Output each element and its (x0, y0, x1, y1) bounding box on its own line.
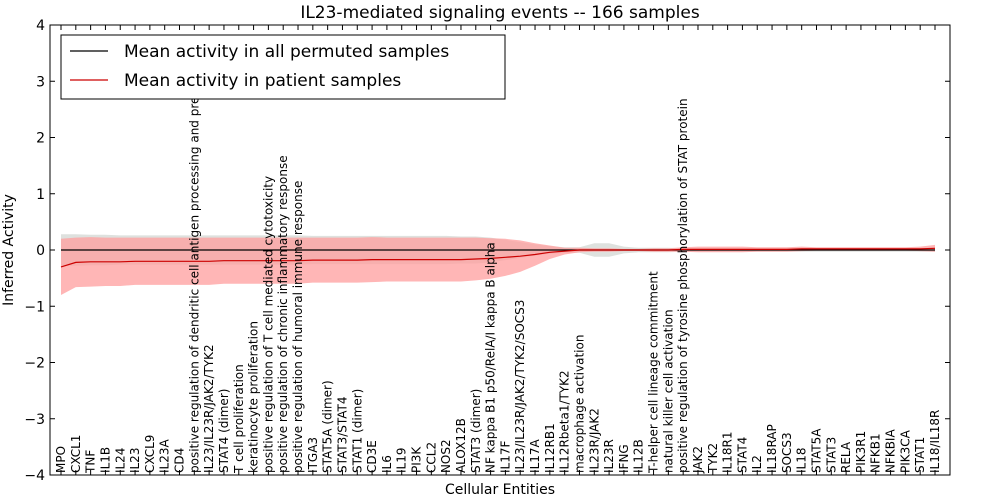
x-tick-label: natural killer cell activation (661, 309, 675, 473)
y-tick-label: 0 (36, 243, 45, 259)
plot-frame (49, 24, 951, 476)
x-tick-label: TNF (84, 450, 98, 474)
x-tick-label: IL17F (498, 440, 512, 472)
x-tick-label: IL18/IL18R (928, 410, 942, 473)
x-tick-label: IL18R1 (721, 432, 735, 473)
chart-title: IL23-mediated signaling events -- 166 sa… (300, 3, 700, 23)
x-tick-label: STAT4 (735, 437, 749, 473)
x-tick-label: PIK3CA (898, 429, 912, 473)
x-tick-label: NFKB1 (869, 433, 883, 473)
x-tick-label: IL12Rbeta1/TYK2 (558, 370, 572, 473)
x-tick-label: IL23/IL23R/JAK2/TYK2/SOCS3 (513, 300, 527, 473)
y-tick-label: −1 (24, 299, 45, 315)
y-tick-label: 4 (36, 18, 45, 34)
y-tick-label: −3 (24, 412, 45, 428)
x-tick-label: IL23 (128, 448, 142, 474)
x-tick-label: macrophage activation (573, 335, 587, 473)
series-lines (60, 247, 936, 268)
y-tick-label: −4 (24, 468, 45, 484)
x-tick-label: IL12RB1 (543, 423, 557, 473)
x-tick-label: IL2 (750, 455, 764, 473)
x-tick-label: CCL2 (424, 442, 438, 473)
x-tick-label: RELA (839, 441, 853, 473)
x-tick-label: IL17A (528, 438, 542, 472)
line-patient (60, 247, 936, 268)
x-tick-label: IL23A (158, 439, 172, 473)
legend-box (60, 34, 506, 100)
legend-label-permuted: Mean activity in all permuted samples (124, 42, 449, 62)
x-tick-label: IL18RAP (765, 424, 779, 473)
x-tick-label: ALOX12B (454, 418, 468, 473)
x-axis-ticks: MPO CXCL1 TNF IL1B IL24 IL23 CXCL9 IL23A CD4 posi… (54, 25, 942, 475)
x-tick-label: positive regulation of T cell mediated c… (261, 176, 275, 473)
x-tick-label: IFNG (617, 444, 631, 473)
x-tick-label: IL23R (602, 439, 616, 473)
x-tick-label: CD4 (173, 448, 187, 473)
x-tick-label: CXCL1 (69, 435, 83, 473)
x-tick-label: IL24 (113, 448, 127, 474)
x-tick-label: TYK2 (706, 443, 720, 474)
x-tick-label: IL19 (395, 447, 409, 473)
x-tick-label: STAT1 (dimer) (350, 389, 364, 473)
x-tick-label: IL1B (98, 447, 112, 473)
y-axis-label: Inferred Activity (1, 194, 17, 306)
x-tick-label: positive regulation of dendritic cell an… (187, 40, 201, 473)
y-tick-label: 1 (36, 187, 45, 203)
x-tick-label: NF kappa B1 p50/RelA/I kappa B alpha (484, 242, 498, 473)
legend-label-patient: Mean activity in patient samples (124, 71, 401, 91)
x-tick-label: T cell proliferation (232, 364, 246, 474)
x-tick-label: MPO (54, 446, 68, 473)
x-tick-label: ITGA3 (306, 437, 320, 473)
x-tick-label: STAT3/STAT4 (336, 396, 350, 473)
x-tick-label: IL23R/JAK2 (587, 408, 601, 473)
x-tick-label: NFKBIA (884, 429, 898, 474)
x-tick-label: positive regulation of tyrosine phosphor… (676, 98, 690, 473)
x-tick-label: PIK3R1 (854, 431, 868, 473)
x-tick-label: PI3K (410, 446, 424, 473)
x-tick-label: STAT4 (dimer) (217, 389, 231, 473)
x-tick-label: JAK2 (691, 446, 705, 474)
band-patient (61, 237, 935, 295)
x-tick-label: positive regulation of humoral immune re… (291, 181, 305, 473)
y-tick-label: 3 (36, 74, 45, 90)
x-tick-label: IL6 (380, 455, 394, 473)
x-tick-label: IL12B (632, 439, 646, 473)
y-tick-label: 2 (36, 131, 45, 147)
y-tick-label: −2 (24, 356, 45, 372)
x-tick-label: CD3E (365, 440, 379, 473)
x-tick-label: IL23/IL23R/JAK2/TYK2 (202, 344, 216, 473)
x-tick-label: NOS2 (439, 439, 453, 473)
x-tick-label: STAT5A (810, 428, 824, 473)
x-tick-label: STAT3 (dimer) (469, 389, 483, 473)
y-axis-ticks: −4 −3 −2 −1 0 1 2 3 4 (24, 18, 950, 484)
x-axis-label: Cellular Entities (445, 482, 555, 498)
x-tick-label: STAT5A (dimer) (321, 380, 335, 473)
x-tick-label: T-helper cell lineage commitment (647, 271, 661, 474)
x-tick-label: keratinocyte proliferation (247, 321, 261, 473)
x-tick-label: STAT1 (913, 437, 927, 473)
x-tick-label: CXCL9 (143, 435, 157, 473)
legend: Mean activity in all permuted samples Me… (60, 34, 506, 100)
x-tick-label: IL18 (795, 448, 809, 474)
x-tick-label: STAT3 (824, 437, 838, 473)
x-tick-label: positive regulation of chronic inflammat… (276, 155, 290, 473)
x-tick-label: SOCS3 (780, 432, 794, 473)
